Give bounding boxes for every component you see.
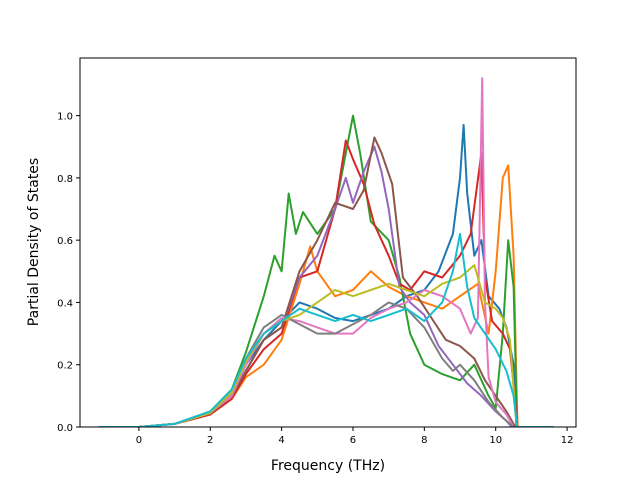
x-tick-label: 2 xyxy=(207,435,213,446)
x-tick-label: 8 xyxy=(421,435,427,446)
series-layer xyxy=(98,77,554,427)
x-tick-label: 10 xyxy=(489,435,502,446)
y-tick-label: 0.6 xyxy=(57,236,73,247)
x-tick-label: 12 xyxy=(561,435,574,446)
x-axis-title: Frequency (THz) xyxy=(271,458,385,474)
series-line-3 xyxy=(98,114,554,427)
y-tick-label: 0.4 xyxy=(57,298,73,309)
y-tick-label: 0.0 xyxy=(57,423,73,434)
x-tick-label: 4 xyxy=(278,435,284,446)
axes-layer: 0 2 4 6 8 10 12 0.0 0.2 0.4 0.6 0.8 1.0 xyxy=(57,57,577,446)
series-line-9 xyxy=(98,264,554,427)
series-line-4 xyxy=(98,139,554,427)
y-tick-label: 1.0 xyxy=(57,112,73,123)
series-line-7 xyxy=(98,77,554,427)
y-axis-title: Partial Density of States xyxy=(26,158,42,326)
x-tick-label: 6 xyxy=(350,435,356,446)
x-tick-label: 0 xyxy=(136,435,142,446)
series-line-10 xyxy=(98,232,554,427)
plot-frame xyxy=(79,57,577,428)
y-tick-label: 0.8 xyxy=(57,174,73,185)
y-tick-label: 0.2 xyxy=(57,361,73,372)
